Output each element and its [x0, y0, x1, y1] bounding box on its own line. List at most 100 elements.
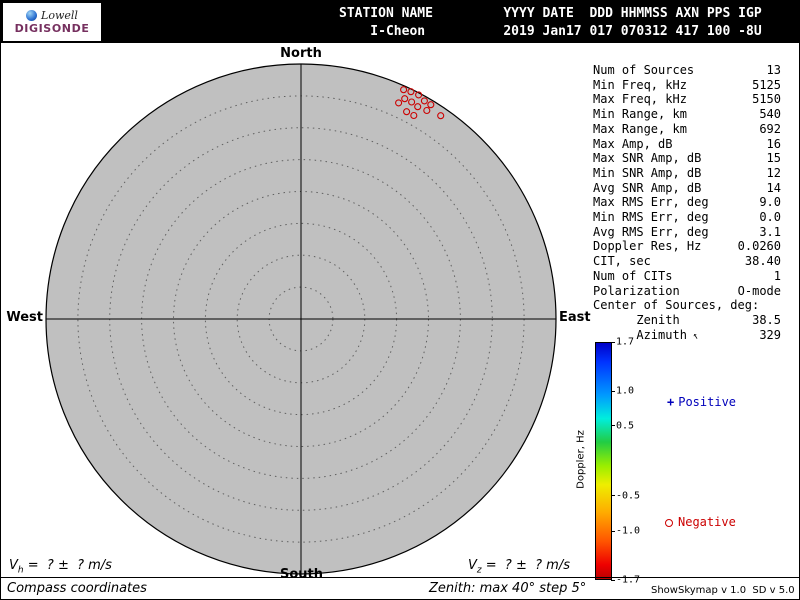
stat-label: Azimuth: [593, 327, 687, 342]
stat-row: Avg RMS Err, deg 3.1: [593, 225, 781, 240]
stat-value: 692: [759, 121, 781, 136]
compass-label-east: East: [559, 310, 591, 325]
stat-value: 12: [766, 165, 781, 180]
stat-value: 329: [759, 327, 781, 342]
source-point: [410, 111, 418, 120]
logo-name: Lowell: [41, 9, 78, 22]
stat-label: Num of CITs: [593, 268, 673, 283]
stat-label: Avg SNR Amp, dB: [593, 180, 702, 195]
colorbar-tick-mark: [611, 495, 615, 497]
logo-product: DIGISONDE: [14, 22, 90, 35]
legend-negative-label: Negative: [678, 515, 736, 529]
stat-value: 9.0: [759, 195, 781, 210]
stat-label: Min Range, km: [593, 107, 687, 122]
coordinates-note: Compass coordinates: [7, 581, 147, 596]
stat-value: 540: [759, 107, 781, 122]
stat-value: 16: [766, 136, 781, 151]
stat-value: 14: [766, 180, 781, 195]
header-labels-line: STATION NAME YYYY DATE DDD HHMMSS AXN PP…: [339, 6, 762, 21]
stat-label: Max RMS Err, deg: [593, 195, 709, 210]
stat-label: Zenith: [593, 312, 680, 327]
stat-value: 38.5: [752, 312, 781, 327]
stat-row: Num of CITs 1: [593, 269, 781, 284]
stat-row: Max Amp, dB 16: [593, 137, 781, 152]
colorbar-tick-mark: [611, 390, 615, 392]
colorbar-tick-mark: [611, 425, 615, 427]
colorbar-tick-mark: [611, 530, 615, 532]
stat-label: Num of Sources: [593, 63, 695, 77]
stat-row: Zenith 38.5: [593, 313, 781, 328]
source-point: [407, 88, 415, 96]
colorbar: [595, 342, 612, 580]
stat-label: Max Amp, dB: [593, 136, 673, 151]
legend-positive-label: Positive: [678, 395, 737, 409]
legend-negative: Negative: [665, 515, 736, 529]
stat-value: 5125: [752, 77, 781, 92]
colorbar-title: Doppler, Hz: [575, 430, 587, 489]
stat-row: Max RMS Err, deg 9.0: [593, 195, 781, 210]
stat-label: Max SNR Amp, dB: [593, 151, 702, 166]
source-point: [415, 91, 423, 99]
stat-value: O-mode: [737, 283, 781, 298]
stat-label: Max Range, km: [593, 121, 687, 136]
source-point: [403, 108, 411, 116]
stat-value: 1: [773, 268, 781, 283]
stat-row: CIT, sec 38.40: [593, 254, 781, 269]
vertical-velocity-readout: Vz = ? ± ? m/s: [468, 558, 570, 576]
stat-row: Avg SNR Amp, dB 14: [593, 181, 781, 196]
colorbar-tick-label: 1.7: [616, 336, 635, 348]
compass-label-north: North: [280, 46, 322, 61]
source-point: [423, 106, 431, 115]
stat-label: Polarization: [593, 283, 680, 298]
header-text: STATION NAME YYYY DATE DDD HHMMSS AXN PP…: [339, 5, 762, 40]
horizontal-velocity-readout: Vh = ? ± ? m/s: [9, 558, 112, 576]
stat-row: Num of Sources 13: [593, 63, 781, 78]
colorbar-tick-label: 1.0: [616, 385, 635, 397]
stat-value: 5150: [752, 92, 781, 107]
stat-row: Max Freq, kHz 5150: [593, 92, 781, 107]
header-values-line: I-Cheon 2019 Jan17 017 070312 417 100 -8…: [339, 23, 762, 39]
zenith-range-note: Zenith: max 40° step 5°: [429, 581, 587, 596]
globe-icon: [26, 10, 38, 21]
stat-label: Min SNR Amp, dB: [593, 165, 702, 180]
lowell-digisonde-logo: Lowell DIGISONDE: [3, 3, 101, 41]
source-point: [427, 101, 435, 109]
stat-value: 3.1: [759, 224, 781, 239]
colorbar-tick-label: -0.5: [616, 490, 641, 502]
colorbar-tick-label: -1.7: [616, 574, 641, 586]
stat-value: 15: [766, 151, 781, 166]
stat-label: Doppler Res, Hz: [593, 239, 702, 254]
stat-value: 0.0260: [737, 239, 781, 254]
azimuth-arrow-icon: ↑: [690, 329, 702, 343]
stat-label: CIT, sec: [593, 254, 651, 269]
source-point: [400, 86, 408, 94]
compass-label-south: South: [280, 567, 324, 582]
source-point: [437, 112, 445, 120]
stat-row: Max SNR Amp, dB 15: [593, 151, 781, 166]
stat-row: Min SNR Amp, dB 12: [593, 166, 781, 181]
colorbar-tick-mark: [611, 579, 615, 581]
stat-row: Polarization O-mode: [593, 284, 781, 299]
colorbar-gradient: [596, 343, 611, 579]
source-point: [408, 98, 416, 106]
plus-icon: +: [667, 395, 675, 409]
skymap-plot: [45, 63, 557, 575]
stat-label: Avg RMS Err, deg: [593, 224, 709, 239]
colorbar-tick-label: -1.0: [616, 525, 641, 537]
footer-separator-line: [1, 577, 799, 578]
stat-row: Doppler Res, Hz 0.0260: [593, 239, 781, 254]
colorbar-ticks: 1.7 1.0 0.5 -0.5 -1.0 -1.7: [611, 337, 652, 586]
stat-label: Min Freq, kHz: [593, 77, 687, 92]
source-point: [420, 97, 428, 105]
stat-value: 38.40: [744, 254, 781, 269]
stats-panel: Num of Sources 13 Min Freq, kHz 5125 Max Fre…: [593, 63, 781, 342]
stat-value: 0.0: [759, 210, 781, 225]
header-banner: STATION NAME YYYY DATE DDD HHMMSS AXN PP…: [1, 1, 799, 43]
compass-label-west: West: [6, 310, 43, 325]
colorbar-tick-label: 0.5: [616, 420, 635, 432]
stat-label: Max Freq, kHz: [593, 92, 687, 107]
legend-positive: + Positive: [667, 395, 736, 409]
stat-row: Center of Sources, deg:: [593, 298, 781, 313]
stat-row: Min Range, km 540: [593, 107, 781, 122]
